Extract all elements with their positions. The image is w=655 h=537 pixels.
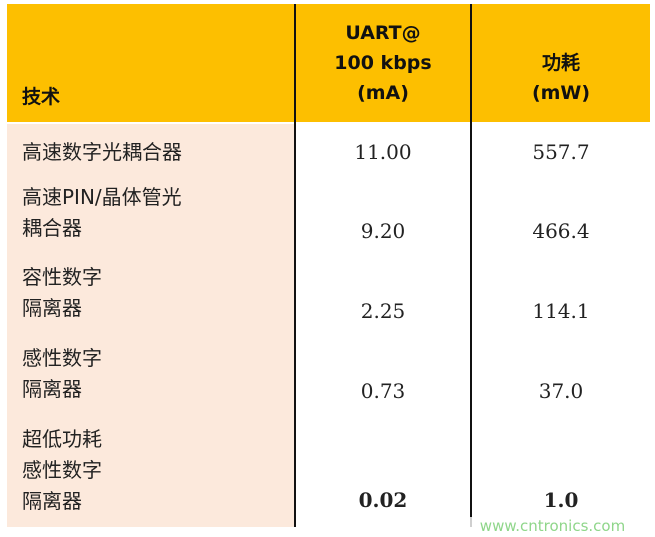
header-line: UART@ (345, 22, 421, 44)
row-power: 114.1 (532, 299, 590, 323)
row-tech: 高速PIN/晶体管光 耦合器 (22, 185, 182, 240)
row-current: 0.02 (358, 488, 408, 512)
column-divider (470, 4, 472, 527)
header-power: 功耗 (mW) (472, 48, 650, 108)
header-line: (mW) (531, 82, 591, 104)
header-line: 100 kbps (334, 52, 432, 74)
watermark: www.cntronics.com (460, 517, 645, 536)
header-tech: 技术 (22, 86, 61, 108)
header-current: UART@ 100 kbps (mA) (296, 18, 470, 108)
row-current: 11.00 (354, 140, 412, 164)
row-tech: 高速数字光耦合器 (22, 140, 182, 164)
row-power: 557.7 (532, 140, 590, 164)
row-current: 0.73 (360, 379, 406, 403)
row-current: 2.25 (360, 299, 406, 323)
row-power: 466.4 (532, 219, 590, 243)
header-divider (7, 122, 650, 124)
header-line: (mA) (357, 82, 409, 104)
row-tech: 感性数字 隔离器 (22, 346, 102, 401)
header-line: 功耗 (541, 52, 580, 74)
row-tech: 容性数字 隔离器 (22, 265, 102, 320)
first-column-background (7, 124, 295, 527)
column-divider (294, 4, 296, 527)
row-power: 37.0 (538, 379, 584, 403)
table-header (7, 4, 650, 122)
row-power: 1.0 (543, 488, 579, 512)
row-current: 9.20 (360, 219, 406, 243)
row-tech: 超低功耗 感性数字 隔离器 (22, 427, 102, 513)
